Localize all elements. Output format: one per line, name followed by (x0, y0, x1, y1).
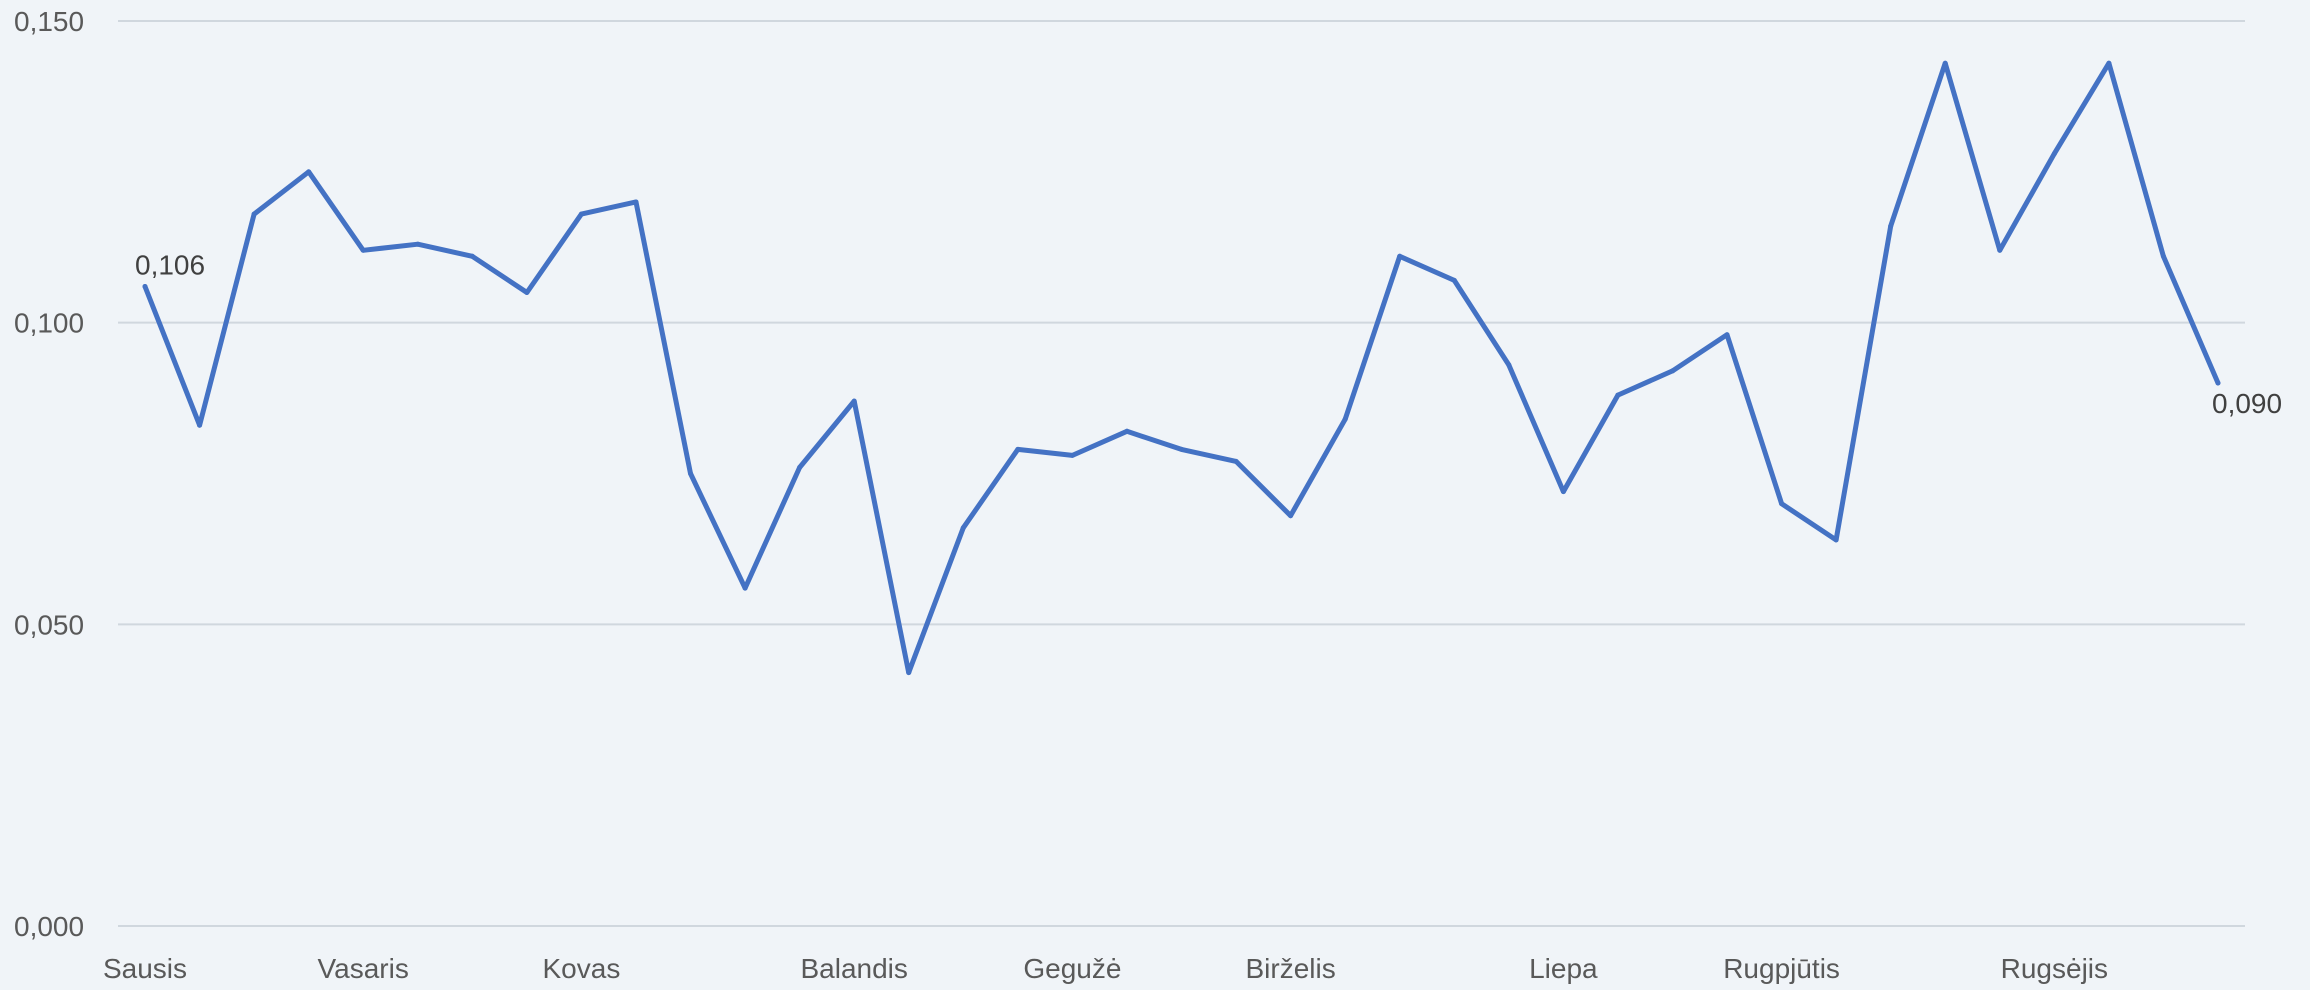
data-point (1069, 452, 1075, 458)
data-point (360, 247, 366, 253)
data-point (1615, 392, 1621, 398)
data-point (1560, 489, 1566, 495)
data-point (1397, 253, 1403, 259)
data-point (1833, 537, 1839, 543)
data-point (851, 398, 857, 404)
y-tick-label: 0,050 (14, 609, 84, 640)
data-point (1288, 513, 1294, 519)
data-point (688, 471, 694, 476)
data-point (1342, 416, 1348, 422)
x-tick-label: Rugsėjis (2001, 953, 2108, 984)
data-point (906, 670, 912, 676)
data-point (1724, 332, 1730, 338)
data-point (1942, 60, 1948, 66)
x-tick-label: Vasaris (318, 953, 409, 984)
data-point (1233, 458, 1239, 464)
data-point (633, 199, 639, 205)
x-tick-label: Kovas (543, 953, 621, 984)
x-tick-label: Liepa (1529, 953, 1598, 984)
data-point (306, 169, 312, 175)
data-label: 0,090 (2212, 388, 2282, 419)
x-tick-label: Sausis (103, 953, 187, 984)
data-point (1669, 368, 1675, 374)
x-tick-label: Balandis (800, 953, 907, 984)
data-point (2051, 151, 2057, 157)
data-point (251, 211, 257, 217)
series-line (142, 60, 2221, 676)
gridlines (118, 20, 2245, 927)
data-point (469, 253, 475, 259)
data-point (1779, 501, 1785, 507)
data-point (1124, 428, 1130, 434)
data-point (797, 464, 803, 470)
x-tick-label: Birželis (1245, 953, 1335, 984)
data-point (197, 422, 203, 428)
x-axis-tick-labels: Sausis Vasaris Kovas Balandis Gegužė Birželis… (103, 953, 2108, 984)
x-tick-label: Rugpjūtis (1723, 953, 1840, 984)
data-point (2215, 380, 2221, 386)
data-point (142, 283, 148, 289)
data-point (742, 585, 748, 591)
data-point (1015, 446, 1021, 452)
y-tick-label: 0,150 (14, 6, 84, 37)
data-point (524, 290, 530, 295)
data-point (578, 211, 584, 217)
data-points (142, 60, 2221, 676)
y-tick-label: 0,100 (14, 308, 84, 339)
data-point (1179, 446, 1184, 452)
series-lines (142, 60, 2221, 676)
y-tick-label: 0,000 (14, 911, 84, 942)
x-tick-label: Gegužė (1023, 953, 1121, 984)
data-point (2106, 60, 2112, 66)
y-axis-tick-labels: 0,000 0,050 0,100 0,150 (14, 6, 84, 942)
data-point (1888, 223, 1894, 229)
data-point (960, 525, 966, 531)
data-point (1451, 277, 1457, 283)
data-point (415, 241, 421, 247)
data-point (1997, 247, 2003, 253)
data-label: 0,106 (135, 249, 205, 280)
data-point (1506, 362, 1512, 368)
data-point (2160, 253, 2166, 259)
data-labels: 0,106 0,090 (135, 249, 2282, 419)
